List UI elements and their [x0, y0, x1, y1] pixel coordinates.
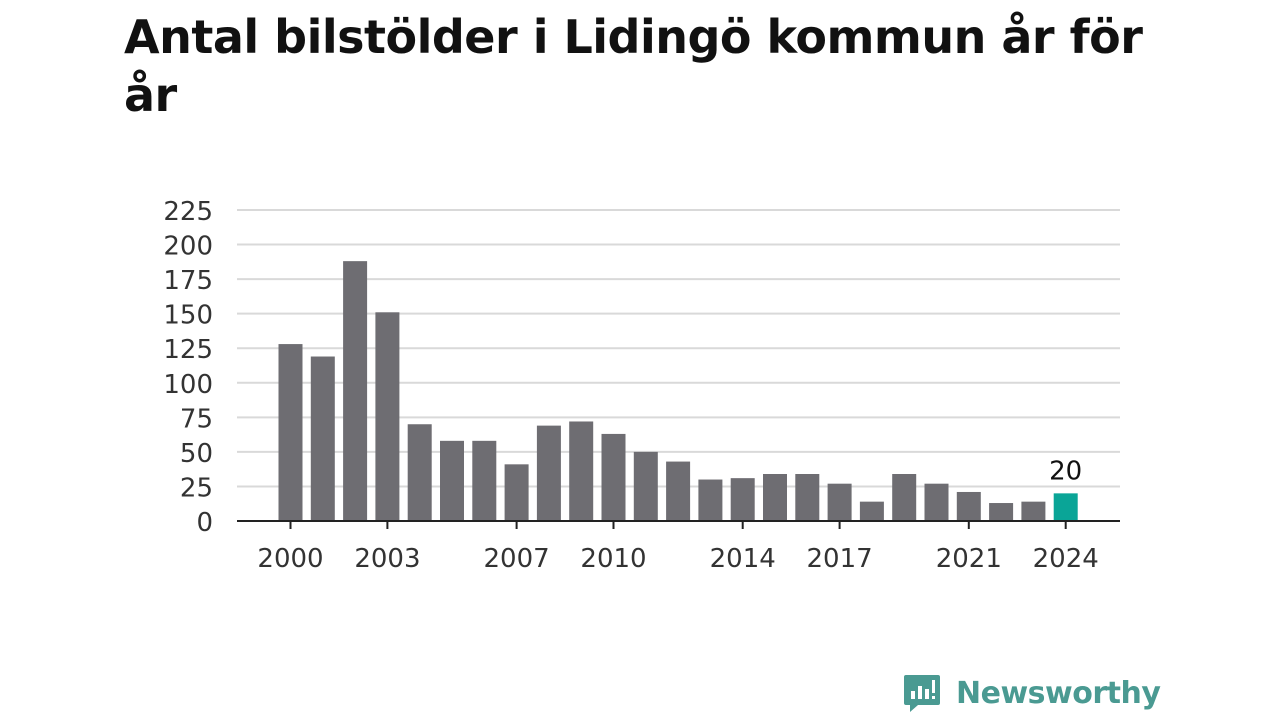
y-tick-label: 225 [163, 197, 213, 227]
x-axis-ticks: 2000 2003 2007 2010 2014 2017 2021 2024 [257, 521, 1099, 574]
bar-2014 [730, 478, 755, 521]
bar-2012 [666, 461, 691, 521]
y-tick-label: 175 [163, 266, 213, 296]
y-tick-label: 125 [163, 335, 213, 365]
bar-2007 [504, 464, 529, 521]
y-tick-label: 25 [180, 473, 213, 503]
chart-title: Antal bilstölder i Lidingö kommun år för… [124, 10, 1143, 122]
gridlines [237, 209, 1120, 488]
bar-2004 [407, 424, 432, 521]
y-axis-ticks: 0 25 50 75 100 125 150 175 200 225 [163, 197, 213, 538]
x-tick-label: 2024 [1033, 544, 1099, 574]
bar-2019 [892, 474, 917, 521]
bar-2008 [536, 425, 561, 521]
bar-2010 [601, 433, 626, 521]
bar-2022 [989, 503, 1014, 521]
y-tick-label: 150 [163, 301, 213, 331]
bar-2024 [1053, 493, 1078, 521]
x-tick-label: 2007 [484, 544, 550, 574]
bar-2000 [278, 344, 303, 521]
y-tick-label: 75 [180, 404, 213, 434]
data-labels: 20 [1049, 456, 1082, 486]
bar-2021 [956, 491, 981, 521]
newsworthy-brand: Newsworthy [902, 670, 1161, 716]
bar-2009 [569, 421, 594, 521]
bar-2003 [375, 312, 400, 521]
bars [278, 261, 1078, 521]
bar-2016 [795, 474, 820, 521]
bar-2023 [1021, 501, 1046, 521]
bar-2001 [310, 356, 335, 521]
y-tick-label: 100 [163, 370, 213, 400]
chart-speech-bubble-icon [904, 675, 940, 712]
x-tick-label: 2000 [257, 544, 323, 574]
x-tick-label: 2010 [580, 544, 646, 574]
bar-2005 [440, 440, 464, 521]
bar-2017 [827, 483, 852, 521]
bar-2013 [698, 479, 723, 521]
y-tick-label: 50 [180, 439, 213, 469]
bar-2018 [859, 501, 884, 521]
x-tick-label: 2017 [807, 544, 873, 574]
bar-2002 [343, 261, 368, 521]
bar-2015 [763, 474, 787, 521]
bar-2006 [472, 440, 497, 521]
x-tick-label: 2003 [354, 544, 420, 574]
x-tick-label: 2014 [710, 544, 776, 574]
brand-name: Newsworthy [956, 675, 1161, 711]
bar-2020 [924, 483, 949, 521]
bar-2011 [633, 451, 658, 521]
data-label-2024: 20 [1049, 456, 1082, 486]
x-tick-label: 2021 [936, 544, 1002, 574]
y-tick-label: 0 [196, 508, 213, 538]
y-tick-label: 200 [163, 232, 213, 262]
